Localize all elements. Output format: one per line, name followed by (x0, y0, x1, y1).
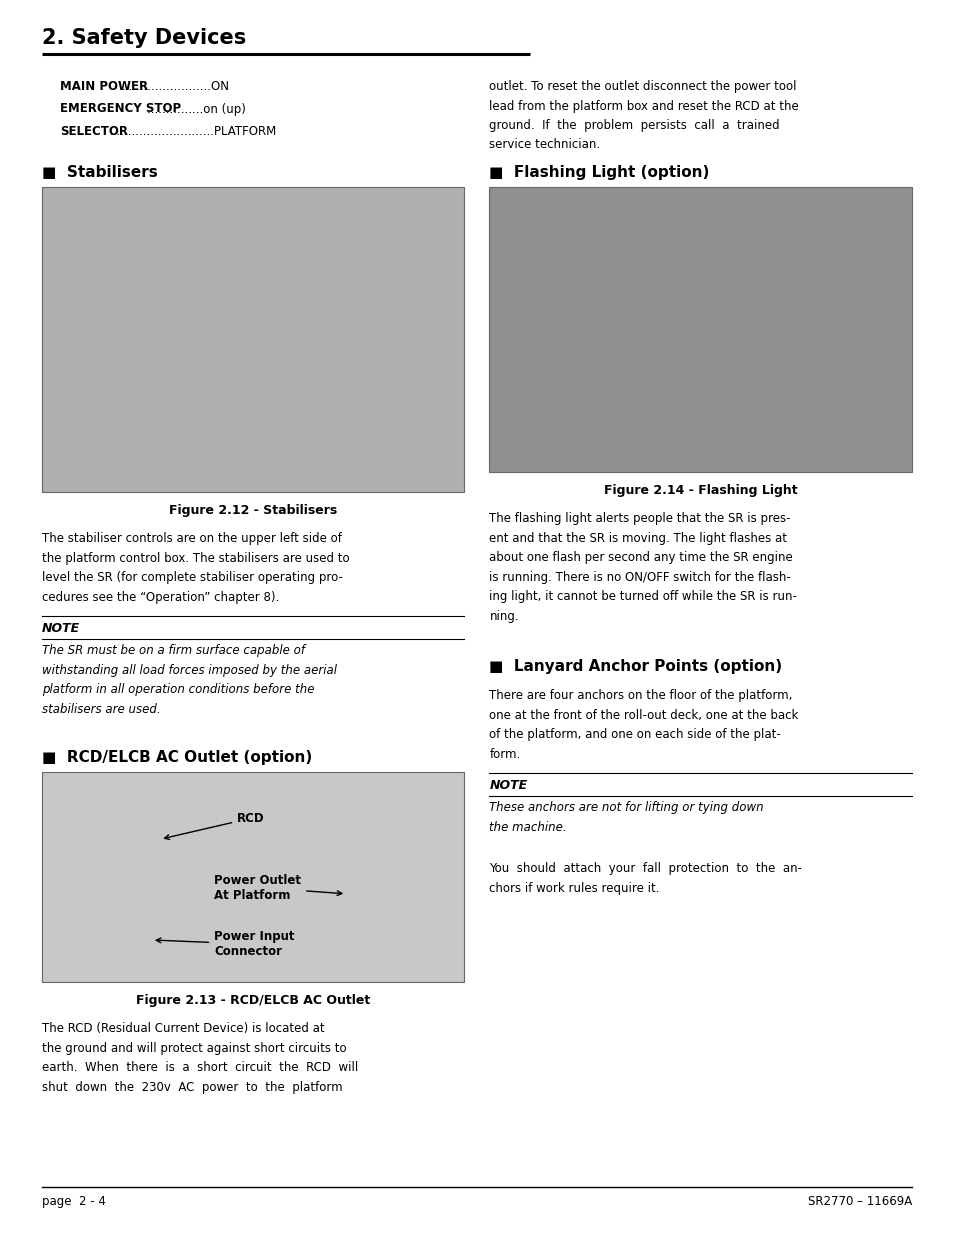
Text: The RCD (Residual Current Device) is located at: The RCD (Residual Current Device) is loc… (42, 1023, 324, 1035)
Text: is running. There is no ON/OFF switch for the flash-: is running. There is no ON/OFF switch fo… (489, 571, 790, 583)
Text: ........................ON: ........................ON (122, 80, 230, 93)
Text: ■  RCD/ELCB AC Outlet (option): ■ RCD/ELCB AC Outlet (option) (42, 750, 312, 764)
Text: RCD: RCD (164, 811, 265, 840)
Text: earth.  When  there  is  a  short  circuit  the  RCD  will: earth. When there is a short circuit the… (42, 1061, 358, 1074)
Text: form.: form. (489, 747, 520, 761)
Text: ning.: ning. (489, 610, 518, 622)
Text: Figure 2.14 - Flashing Light: Figure 2.14 - Flashing Light (603, 484, 797, 496)
Bar (489, 186, 911, 472)
Text: of the platform, and one on each side of the plat-: of the platform, and one on each side of… (489, 727, 781, 741)
Text: ............................PLATFORM: ............................PLATFORM (110, 125, 276, 138)
Text: cedures see the “Operation” chapter 8).: cedures see the “Operation” chapter 8). (42, 590, 279, 604)
Text: withstanding all load forces imposed by the aerial: withstanding all load forces imposed by … (42, 663, 336, 677)
Text: the platform control box. The stabilisers are used to: the platform control box. The stabiliser… (42, 552, 349, 564)
Text: page  2 - 4: page 2 - 4 (42, 1195, 106, 1208)
Text: ■  Lanyard Anchor Points (option): ■ Lanyard Anchor Points (option) (489, 659, 781, 674)
Text: ent and that the SR is moving. The light flashes at: ent and that the SR is moving. The light… (489, 531, 786, 545)
Text: the machine.: the machine. (489, 820, 566, 834)
Text: The SR must be on a firm surface capable of: The SR must be on a firm surface capable… (42, 643, 305, 657)
Text: ■  Stabilisers: ■ Stabilisers (42, 165, 157, 180)
Text: MAIN POWER: MAIN POWER (60, 80, 148, 93)
Text: The flashing light alerts people that the SR is pres-: The flashing light alerts people that th… (489, 513, 790, 525)
Text: You  should  attach  your  fall  protection  to  the  an-: You should attach your fall protection t… (489, 862, 801, 876)
Text: Figure 2.12 - Stabilisers: Figure 2.12 - Stabilisers (169, 504, 337, 517)
Text: about one flash per second any time the SR engine: about one flash per second any time the … (489, 551, 792, 564)
Text: The stabiliser controls are on the upper left side of: The stabiliser controls are on the upper… (42, 532, 341, 545)
Text: outlet. To reset the outlet disconnect the power tool: outlet. To reset the outlet disconnect t… (489, 80, 796, 93)
Text: lead from the platform box and reset the RCD at the: lead from the platform box and reset the… (489, 100, 799, 112)
Bar (42, 186, 464, 492)
Text: Power Outlet
At Platform: Power Outlet At Platform (213, 873, 341, 902)
Text: NOTE: NOTE (489, 779, 527, 792)
Text: ing light, it cannot be turned off while the SR is run-: ing light, it cannot be turned off while… (489, 590, 797, 603)
Text: chors if work rules require it.: chors if work rules require it. (489, 882, 659, 894)
Text: ■  Flashing Light (option): ■ Flashing Light (option) (489, 165, 709, 180)
Text: level the SR (for complete stabiliser operating pro-: level the SR (for complete stabiliser op… (42, 571, 342, 584)
Text: These anchors are not for lifting or tying down: These anchors are not for lifting or tyi… (489, 802, 763, 814)
Text: ...............on (up): ...............on (up) (147, 103, 246, 116)
Text: one at the front of the roll-out deck, one at the back: one at the front of the roll-out deck, o… (489, 709, 798, 721)
Text: shut  down  the  230v  AC  power  to  the  platform: shut down the 230v AC power to the platf… (42, 1081, 342, 1093)
Text: NOTE: NOTE (42, 622, 80, 635)
Text: SR2770 – 11669A: SR2770 – 11669A (807, 1195, 911, 1208)
Text: 2. Safety Devices: 2. Safety Devices (42, 28, 246, 48)
Text: Figure 2.13 - RCD/ELCB AC Outlet: Figure 2.13 - RCD/ELCB AC Outlet (136, 994, 370, 1007)
Text: stabilisers are used.: stabilisers are used. (42, 703, 160, 715)
Text: EMERGENCY STOP: EMERGENCY STOP (60, 103, 181, 116)
Text: service technician.: service technician. (489, 138, 600, 152)
Text: ground.  If  the  problem  persists  call  a  trained: ground. If the problem persists call a t… (489, 119, 780, 132)
Text: platform in all operation conditions before the: platform in all operation conditions bef… (42, 683, 314, 697)
Bar (42, 772, 464, 982)
Text: Power Input
Connector: Power Input Connector (156, 930, 294, 958)
Text: There are four anchors on the floor of the platform,: There are four anchors on the floor of t… (489, 689, 792, 701)
Text: SELECTOR: SELECTOR (60, 125, 128, 138)
Text: the ground and will protect against short circuits to: the ground and will protect against shor… (42, 1041, 346, 1055)
